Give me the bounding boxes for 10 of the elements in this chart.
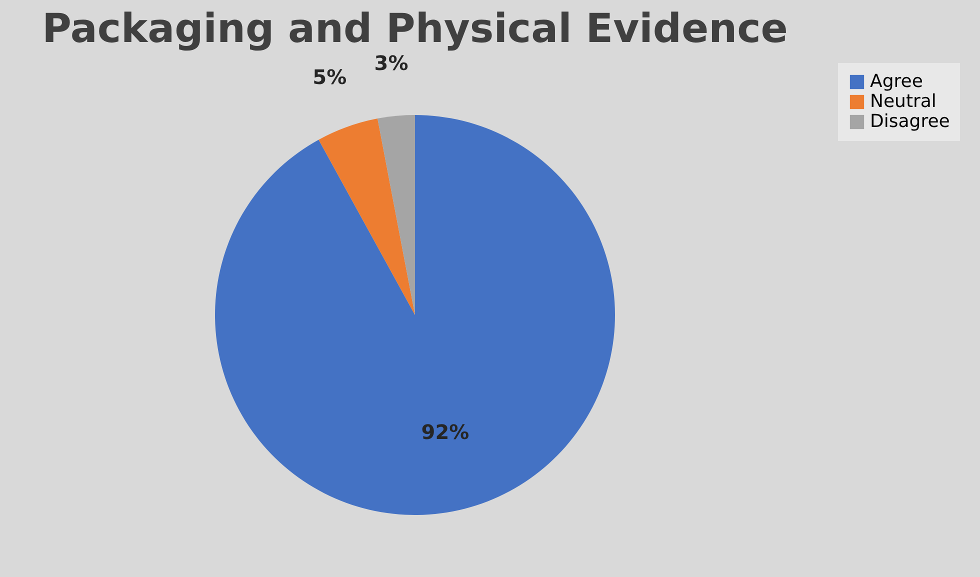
legend-label: Disagree — [870, 111, 950, 132]
pie-slice — [318, 118, 415, 315]
data-label: 3% — [374, 51, 408, 76]
data-label: 92% — [421, 420, 470, 444]
legend-label: Neutral — [870, 91, 936, 112]
pie-slice — [378, 115, 415, 315]
data-label: 5% — [312, 64, 347, 89]
pie-slice — [215, 115, 615, 515]
legend-label: Agree — [870, 71, 923, 92]
chart-title: Packaging and Physical Evidence — [42, 6, 788, 52]
